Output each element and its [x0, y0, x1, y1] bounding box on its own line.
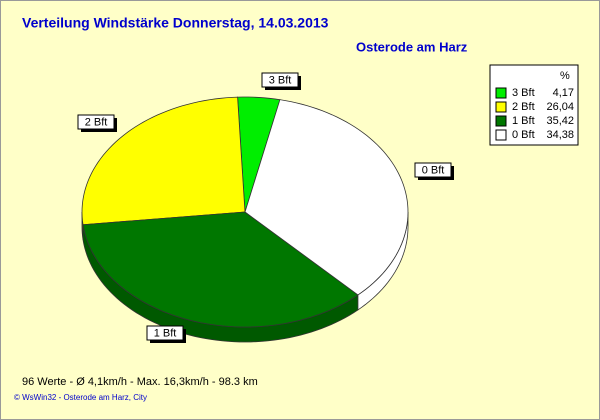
label-box [414, 162, 452, 178]
legend-value: 34,38 [546, 129, 574, 141]
label-box [77, 114, 115, 130]
slice-label: 0 Bft [422, 164, 445, 176]
legend-swatch [495, 101, 507, 113]
legend-value: 26,04 [546, 101, 574, 113]
legend-value: 4,17 [553, 87, 574, 99]
legend-value: 35,42 [546, 115, 574, 127]
slice-label: 1 Bft [154, 327, 177, 339]
legend-label: 1 Bft [512, 115, 535, 127]
legend-label: 3 Bft [512, 87, 535, 99]
label-box [261, 72, 299, 88]
legend-label: 2 Bft [512, 101, 535, 113]
legend-swatch [495, 115, 507, 127]
legend-swatch [495, 129, 507, 141]
pie-slice [244, 99, 409, 296]
credit: © WsWin32 - Osterode am Harz, City [14, 393, 147, 402]
footer: 96 Werte - Ø 4,1km/h - Max. 16,3km/h - 9… [22, 376, 258, 388]
label-box [146, 325, 184, 341]
pie-slice [237, 96, 281, 213]
chart-title: Verteilung Windstärke Donnerstag, 14.03.… [22, 15, 329, 31]
slice-label: 3 Bft [269, 74, 292, 86]
legend-header: % [560, 70, 570, 82]
pie-slice [82, 211, 359, 328]
legend-swatch [495, 87, 507, 99]
chart-subtitle: Osterode am Harz [356, 39, 468, 54]
legend-label: 0 Bft [512, 129, 535, 141]
slice-label: 2 Bft [85, 116, 108, 128]
pie-slice [81, 96, 246, 226]
